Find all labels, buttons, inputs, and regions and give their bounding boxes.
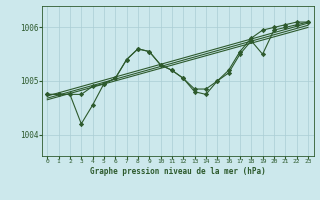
X-axis label: Graphe pression niveau de la mer (hPa): Graphe pression niveau de la mer (hPa): [90, 167, 266, 176]
